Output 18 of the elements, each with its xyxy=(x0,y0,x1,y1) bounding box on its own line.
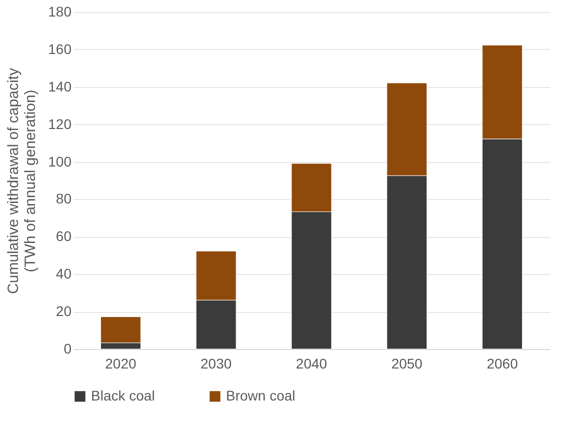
x-tick-label: 2020 xyxy=(105,356,136,372)
x-tick-label: 2050 xyxy=(391,356,423,372)
legend-label: Black coal xyxy=(91,387,155,404)
x-tick-label: 2060 xyxy=(486,356,518,372)
y-tick-label: 180 xyxy=(48,4,72,20)
y-tick-label: 0 xyxy=(64,340,72,356)
y-tick-label: 20 xyxy=(56,303,72,320)
y-tick-label: 60 xyxy=(56,228,72,244)
y-tick-label: 140 xyxy=(48,78,72,94)
y-tick-label: 160 xyxy=(48,40,72,57)
legend-label: Brown coal xyxy=(226,387,296,404)
y-tick-label: 80 xyxy=(56,190,72,207)
y-axis-title: Cumulative withdrawal of capacity (TWh of annual generation) xyxy=(5,68,40,294)
x-tick-label: 2030 xyxy=(200,356,232,372)
y-tick-label: 120 xyxy=(48,116,72,132)
y-tick-label: 100 xyxy=(48,153,72,170)
y-tick-label: 40 xyxy=(56,266,72,282)
x-tick-label: 2040 xyxy=(296,356,328,372)
